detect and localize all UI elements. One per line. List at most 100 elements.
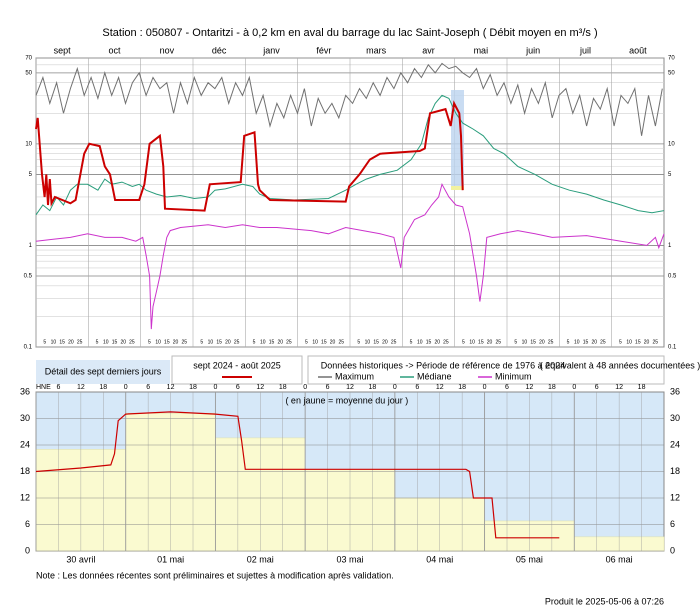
hour-label: 18 — [638, 384, 646, 391]
y-tick-label: 10 — [25, 141, 32, 147]
hour-label: 0 — [303, 384, 307, 391]
month-label: janv — [262, 45, 280, 55]
day-label: 10 — [312, 339, 318, 345]
day-label: 25 — [391, 339, 397, 345]
recent-highlight — [451, 90, 464, 188]
hour-label: 12 — [256, 384, 264, 391]
day-label: 15 — [635, 339, 641, 345]
day-label: 05 mai — [516, 554, 543, 564]
day-label: 5 — [43, 339, 46, 345]
y-tick-label-right: 50 — [668, 70, 675, 76]
day-label: 10 — [260, 339, 266, 345]
day-label: 10 — [417, 339, 423, 345]
day-label: 15 — [164, 339, 170, 345]
hour-label: HNE — [36, 384, 51, 391]
day-label: 10 — [155, 339, 161, 345]
day-label: 20 — [591, 339, 597, 345]
note: Note : Les données récentes sont prélimi… — [36, 570, 394, 580]
y-tick-label: 50 — [25, 70, 32, 76]
day-label: 20 — [68, 339, 74, 345]
legend-entry: Médiane — [417, 371, 452, 381]
day-label: 15 — [478, 339, 484, 345]
day-label: 5 — [619, 339, 622, 345]
hour-label: 6 — [56, 384, 60, 391]
y-tick-label-right: 1 — [668, 243, 672, 249]
legend-history: Données historiques -> Période de référe… — [321, 360, 565, 370]
hour-label: 18 — [548, 384, 556, 391]
y-tick-label: 12 — [20, 492, 30, 502]
y-tick-label: 0.5 — [24, 274, 33, 280]
series-line — [35, 94, 665, 216]
hour-label: 6 — [146, 384, 150, 391]
day-label: 15 — [426, 339, 432, 345]
day-label: 25 — [495, 339, 501, 345]
day-label: 20 — [225, 339, 231, 345]
day-label: 5 — [96, 339, 99, 345]
day-label: 20 — [539, 339, 545, 345]
day-label: 25 — [652, 339, 658, 345]
series-line — [35, 411, 560, 539]
day-label: 25 — [286, 339, 292, 345]
day-label: 06 mai — [606, 554, 633, 564]
year-box — [171, 355, 303, 385]
series-line — [35, 62, 663, 136]
y-tick-label-right: 10 — [668, 141, 675, 147]
day-label: 20 — [434, 339, 440, 345]
day-label: 20 — [120, 339, 126, 345]
day-label: 15 — [216, 339, 222, 345]
y-tick-label-right: 0.1 — [668, 345, 677, 351]
month-label: sept — [54, 45, 72, 55]
day-label: 25 — [181, 339, 187, 345]
annotation: ( en jaune = moyenne du jour ) — [285, 395, 408, 405]
legend-entry: sept 2024 - août 2025 — [193, 360, 281, 370]
hour-label: 12 — [167, 384, 175, 391]
hour-label: 0 — [393, 384, 397, 391]
day-label: 25 — [338, 339, 344, 345]
day-label: 5 — [148, 339, 151, 345]
hour-label: 0 — [124, 384, 128, 391]
y-tick-label: 1 — [29, 243, 33, 249]
hour-label: 0 — [572, 384, 576, 391]
y-tick-label-right: 5 — [668, 172, 672, 178]
day-label: 25 — [600, 339, 606, 345]
series-line — [35, 100, 464, 212]
day-label: 02 mai — [247, 554, 274, 564]
y-tick-label-right: 0 — [670, 545, 675, 555]
day-label: 5 — [410, 339, 413, 345]
hour-label: 18 — [369, 384, 377, 391]
hour-label: 18 — [189, 384, 197, 391]
day-label: 20 — [487, 339, 493, 345]
day-label: 10 — [51, 339, 57, 345]
hour-label: 12 — [346, 384, 354, 391]
day-label: 20 — [277, 339, 283, 345]
day-label: 15 — [59, 339, 65, 345]
month-label: juil — [579, 45, 591, 55]
y-tick-label: 6 — [25, 519, 30, 529]
y-tick-label: 70 — [25, 56, 32, 62]
recent-mean — [451, 186, 464, 190]
y-tick-label-right: 30 — [670, 413, 680, 423]
day-label: 25 — [548, 339, 554, 345]
y-tick-label: 18 — [20, 466, 30, 476]
hour-label: 0 — [213, 384, 217, 391]
hour-label: 12 — [77, 384, 85, 391]
y-tick-label: 0.1 — [24, 345, 33, 351]
day-label: 25 — [77, 339, 83, 345]
hour-label: 6 — [595, 384, 599, 391]
day-label: 20 — [382, 339, 388, 345]
y-tick-label-right: 36 — [670, 386, 680, 396]
y-tick-label-right: 18 — [670, 466, 680, 476]
day-label: 25 — [234, 339, 240, 345]
day-label: 20 — [173, 339, 179, 345]
y-tick-label-right: 6 — [670, 519, 675, 529]
day-label: 30 avril — [66, 554, 95, 564]
legend-entry: Minimum — [495, 371, 532, 381]
y-tick-label: 0 — [25, 545, 30, 555]
month-label: avr — [422, 45, 435, 55]
day-label: 15 — [373, 339, 379, 345]
y-tick-label-right: 24 — [670, 439, 680, 449]
day-label: 10 — [208, 339, 214, 345]
y-tick-label-right: 70 — [668, 56, 675, 62]
day-label: 15 — [112, 339, 118, 345]
